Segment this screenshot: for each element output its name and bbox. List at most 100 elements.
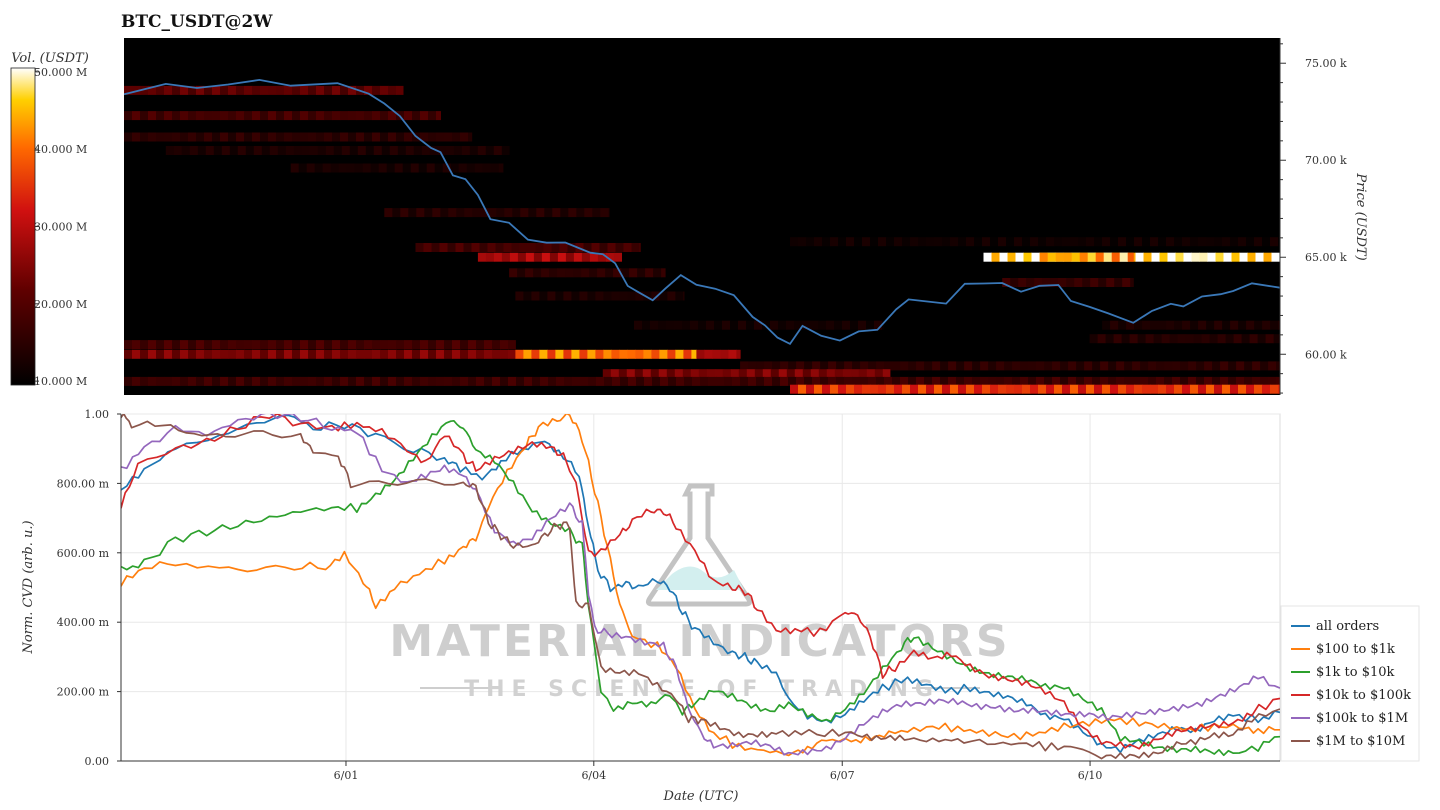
heatmap-cell <box>1098 278 1107 287</box>
heatmap-cell <box>1122 278 1131 287</box>
heatmap-cell <box>445 146 455 155</box>
heatmap-cell <box>1137 334 1147 344</box>
heatmap-cell <box>613 252 622 262</box>
heatmap-cell <box>1166 384 1175 394</box>
heatmap-cell <box>567 243 576 252</box>
heatmap-cell <box>124 111 133 121</box>
heatmap-cell <box>780 361 789 371</box>
heatmap-cell <box>1087 252 1097 262</box>
heatmap-cell <box>1118 237 1127 247</box>
heatmap-cell <box>1174 320 1183 330</box>
heatmap-cell <box>796 376 805 386</box>
heatmap-cell <box>836 361 845 371</box>
heatmap-cell <box>300 340 309 350</box>
heatmap-cell <box>563 291 572 301</box>
heatmap-cell <box>661 268 666 278</box>
heatmap-cell <box>1230 320 1239 330</box>
heatmap-cell <box>452 376 461 386</box>
heatmap-cell <box>1044 361 1053 371</box>
heatmap-cell <box>536 208 545 218</box>
heatmap-cell <box>1086 237 1095 247</box>
heatmap-cell <box>982 384 991 394</box>
heatmap-cell <box>322 163 332 173</box>
heatmap-cell <box>1070 384 1079 394</box>
heatmap-cell <box>416 208 425 218</box>
heatmap-cell <box>525 268 534 278</box>
heatmap-cell <box>990 384 999 394</box>
heatmap-cell <box>1054 384 1063 394</box>
heatmap-cell <box>870 384 879 394</box>
heatmap-cell <box>804 361 813 371</box>
heatmap-cell <box>1158 237 1167 247</box>
heatmap-cell <box>1166 320 1175 330</box>
heatmap-cell <box>1270 384 1279 394</box>
heatmap-cell <box>644 376 653 386</box>
price-line-path <box>124 78 1280 346</box>
colorbar-tick-label: 40.000 M <box>34 143 87 156</box>
heatmap-cell <box>378 163 388 173</box>
heatmap-cell <box>418 163 428 173</box>
heatmap-cell <box>692 376 701 386</box>
heatmap-cell <box>244 132 253 142</box>
heatmap-cell <box>592 208 601 218</box>
heatmap-cell <box>284 111 293 121</box>
heatmap-cell <box>822 384 831 394</box>
heatmap-cell <box>480 208 489 218</box>
heatmap-cell <box>300 376 309 386</box>
heatmap-cell <box>756 376 765 386</box>
heatmap-cell <box>453 146 463 155</box>
heatmap-cell <box>748 376 757 386</box>
heatmap-cell <box>515 291 524 301</box>
heatmap-cell <box>444 376 453 386</box>
heatmap-cell <box>1095 252 1105 262</box>
heatmap-cell <box>388 340 397 350</box>
heatmap-cell <box>1113 334 1123 344</box>
heatmap-cell <box>1239 252 1248 262</box>
heatmap-cell <box>384 208 393 218</box>
heatmap-cell <box>940 376 949 386</box>
heatmap-cell <box>284 85 293 95</box>
heatmap-cell <box>172 132 181 142</box>
heatmap-cell <box>1167 252 1176 262</box>
heatmap-cell <box>1094 384 1103 394</box>
heatmap-cell <box>996 376 1005 386</box>
heatmap-cell <box>1132 376 1141 386</box>
heatmap-cell <box>826 320 835 330</box>
heatmap-cell <box>484 340 493 350</box>
heatmap-cell <box>300 85 309 95</box>
heatmap-cell <box>653 268 662 278</box>
heatmap-cell <box>148 132 157 142</box>
heatmap-cell <box>212 349 221 359</box>
heatmap-cell <box>557 252 567 262</box>
heatmap-cell <box>667 349 676 359</box>
heatmap-cell <box>1092 361 1101 371</box>
heatmap-cell <box>1249 334 1259 344</box>
heatmap-cell <box>301 146 311 155</box>
heatmap-cell <box>866 320 875 330</box>
cvd-y-axis-label: Norm. CVD (arb. u.) <box>21 520 36 654</box>
heatmap-cell <box>164 349 173 359</box>
heatmap-cell <box>413 146 423 155</box>
heatmap-cell <box>650 369 660 379</box>
legend-items: all orders $100 to $1k $1k to $10k $10k to … <box>1291 619 1411 749</box>
heatmap-cell <box>132 132 141 142</box>
heatmap-cell <box>164 132 173 142</box>
heatmap-cell <box>308 349 317 359</box>
heatmap-cell <box>1058 278 1067 287</box>
heatmap-cell <box>132 111 141 121</box>
heatmap-cell <box>244 340 253 350</box>
heatmap-cell <box>756 361 765 371</box>
heatmap-cell <box>533 268 542 278</box>
heatmap-cell <box>1190 237 1199 247</box>
heatmap-cell <box>332 111 341 121</box>
heatmap-cell <box>212 376 221 386</box>
heatmap-cell <box>204 340 213 350</box>
heatmap-cell <box>260 132 269 142</box>
heatmap-cell <box>490 163 500 173</box>
heatmap-cell <box>461 146 471 155</box>
heatmap-cell <box>691 349 697 359</box>
heatmap-cell <box>674 320 683 330</box>
heatmap-cell <box>642 320 651 330</box>
cvd-y-tick-label: 200.00 m <box>57 686 110 699</box>
